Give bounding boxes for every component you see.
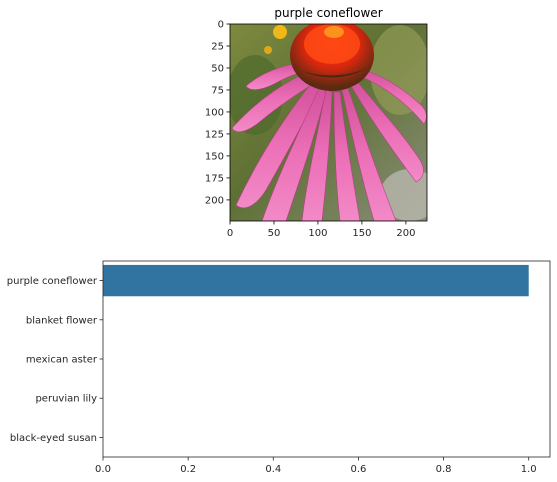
image-x-ticks: 0 50 100 150 200 [227,221,415,239]
bar-x-tick-label: 1.0 [521,464,537,475]
petal [301,89,333,221]
category-label: blanket flower [26,315,98,326]
rock-shape [380,169,427,221]
image-y-tick-label: 75 [211,85,224,96]
image-x-tick-label: 0 [227,228,233,239]
image-x-tick-label: 50 [268,228,281,239]
image-y-tick-label: 0 [218,20,224,31]
category-label: mexican aster [26,355,98,366]
cone-center [324,26,344,38]
image-x-tick-label: 200 [396,228,415,239]
bar-axes: purple coneflower blanket flower mexican a… [7,260,551,475]
image-x-tick-label: 100 [308,228,327,239]
petal [231,69,317,133]
bar-x-tick-label: 0.6 [350,464,366,475]
category-label: purple coneflower [7,276,98,287]
image-y-tick-label: 175 [205,173,224,184]
petal [349,79,424,183]
cone-base [294,64,370,78]
yellow-flower-shape [264,46,272,54]
image-y-tick-label: 50 [211,63,224,74]
flower-image [230,24,427,221]
image-frame [229,23,428,222]
petal [333,91,361,221]
bar-x-tick-label: 0.4 [265,464,281,475]
category-label: black-eyed susan [10,433,97,444]
image-title: purple coneflower [274,6,382,20]
petal [261,85,327,221]
image-axes: purple coneflower [205,6,428,239]
image-y-tick-label: 125 [205,129,224,140]
bar-x-tick-label: 0.0 [95,464,111,475]
bar [103,264,529,297]
bar-x-ticks: 0.0 0.2 0.4 0.6 0.8 1.0 [95,457,537,475]
bar-y-ticks: purple coneflower blanket flower mexican a… [7,276,103,444]
cone-highlight [304,24,360,64]
foliage-shape [370,25,427,115]
petal [235,79,321,209]
bar-marks [103,264,529,297]
petal [341,87,397,221]
image-y-tick-label: 200 [205,195,224,206]
bar-x-tick-label: 0.8 [436,464,452,475]
image-x-tick-label: 150 [352,228,371,239]
image-y-ticks: 0 25 50 75 100 125 150 175 200 [205,20,230,206]
image-y-tick-label: 25 [211,41,224,52]
image-y-tick-label: 100 [205,107,224,118]
image-y-tick-label: 150 [205,151,224,162]
yellow-flower-shape [273,25,287,39]
category-label: peruvian lily [35,394,97,405]
bar-x-tick-label: 0.2 [180,464,196,475]
